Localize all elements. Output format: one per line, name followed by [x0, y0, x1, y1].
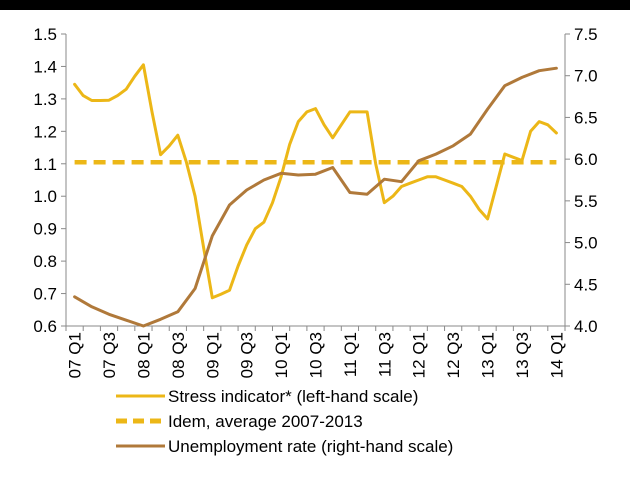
- x-tick-label: 09 Q3: [238, 332, 257, 378]
- series-layer: [73, 63, 558, 328]
- left-tick-label: 0.6: [33, 317, 57, 336]
- left-tick-label: 0.8: [33, 252, 57, 271]
- left-tick-label: 0.9: [33, 220, 57, 239]
- legend-label: Idem, average 2007-2013: [168, 412, 363, 431]
- right-tick-label: 4.0: [574, 317, 598, 336]
- right-tick-label: 6.0: [574, 150, 598, 169]
- x-tick-label: 08 Q3: [169, 332, 188, 378]
- x-tick-label: 10 Q1: [272, 332, 291, 378]
- left-tick-label: 1.3: [33, 90, 57, 109]
- x-tick-label: 08 Q1: [134, 332, 153, 378]
- x-tick-label: 09 Q1: [203, 332, 222, 378]
- x-tick-label: 11 Q3: [375, 332, 394, 377]
- series-line-unemployment-rate: [73, 66, 558, 328]
- x-tick-label: 13 Q1: [479, 332, 498, 378]
- right-tick-label: 5.5: [574, 192, 598, 211]
- x-tick-label: 10 Q3: [307, 332, 326, 378]
- legend-label: Stress indicator* (left-hand scale): [168, 387, 418, 406]
- x-tick-label: 12 Q3: [444, 332, 463, 378]
- axes: 0.6 0.7 0.8 0.9 1.0 1.1 1.2 1.3 1.4 1.5 4.0 4.5 5.0 5…: [33, 25, 597, 378]
- x-tick-label: 13 Q3: [513, 332, 532, 378]
- x-tick-label: 12 Q1: [410, 332, 429, 378]
- left-tick-label: 0.7: [33, 285, 57, 304]
- x-tick-label: 11 Q1: [341, 332, 360, 377]
- left-tick-label: 1.0: [33, 187, 57, 206]
- right-tick-label: 6.5: [574, 108, 598, 127]
- left-tick-label: 1.5: [33, 25, 57, 44]
- top-border-bar: [0, 0, 630, 10]
- legend-label: Unemployment rate (right-hand scale): [168, 437, 453, 456]
- right-tick-label: 5.0: [574, 234, 598, 253]
- x-tick-label: 07 Q1: [66, 332, 85, 378]
- right-tick-label: 7.0: [574, 67, 598, 86]
- x-tick-label: 07 Q3: [100, 332, 119, 378]
- x-tick-label: 14 Q1: [547, 332, 566, 378]
- legend: Stress indicator* (left-hand scale) Idem,…: [116, 387, 453, 456]
- left-tick-label: 1.4: [33, 57, 57, 76]
- right-tick-label: 4.5: [574, 275, 598, 294]
- right-tick-label: 7.5: [574, 25, 598, 44]
- left-tick-label: 1.2: [33, 122, 57, 141]
- series-line-stress-indicator: [73, 63, 558, 300]
- left-tick-label: 1.1: [33, 155, 57, 174]
